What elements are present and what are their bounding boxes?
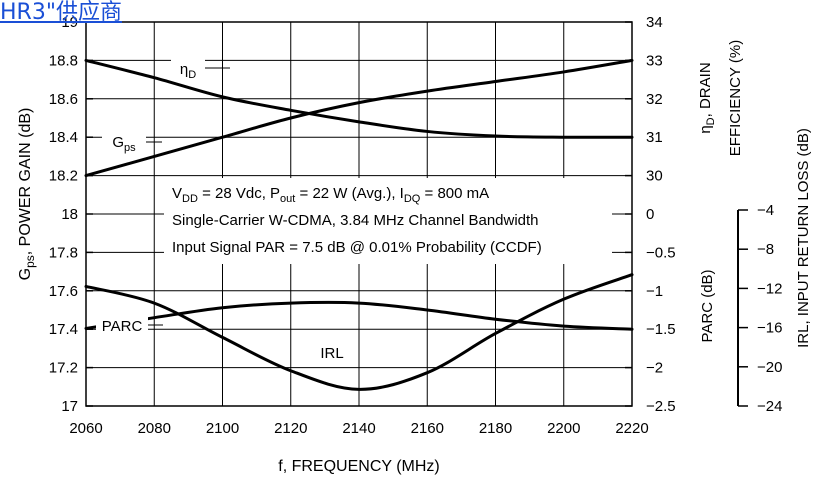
eta-tick-label: 33 [646,52,663,69]
parc-tick-label: −0.5 [646,244,676,261]
annotation-idq-sub: DQ [404,193,421,205]
irl-axis-title: IRL, INPUT RETURN LOSS (dB) [795,128,812,348]
annotation: VDD = 28 Vdc, Pout = 22 W (Avg.), IDQ = … [164,178,612,264]
left-axis-title-main: G [17,268,34,280]
watermark-link[interactable]: HR3"供应商 [0,0,122,25]
annotation-idq-val: = 800 mA [420,185,489,202]
eta-tick-label: 34 [646,14,663,31]
eta-axis-title-rest: , DRAIN [697,62,714,117]
series-lines [84,58,634,391]
parc-tick-label: −1 [646,283,663,300]
series-label-main-gps: G [112,134,124,151]
x-tick-label: 2220 [615,420,648,437]
left-tick-label: 17.4 [49,321,78,338]
x-tick-label: 2140 [342,420,375,437]
parc-axis-title: PARC (dB) [699,269,716,342]
irl-tick-label: −16 [757,320,782,337]
axes: 2060 2080 2100 2120 2140 2160 2180 2200 2220 f, F… [17,14,812,475]
irl-tick-label: −24 [757,398,782,415]
left-tick-label: 17.2 [49,360,78,377]
left-tick-label: 18.6 [49,91,78,108]
series-line-gps [84,58,634,178]
parc-tick-label: 0 [646,206,654,223]
label-bg-gps [102,131,146,153]
series-label-main-ηd: η [180,61,188,78]
irl-tick-label: −8 [757,241,774,258]
annotation-pout: = 28 Vdc, P [198,185,280,202]
x-tick-label: 2120 [274,420,307,437]
series-line-ηd [84,58,634,139]
label-bg-ηd [171,58,205,80]
annotation-idq: = 22 W (Avg.), I [295,185,404,202]
series-line-irl [84,273,634,391]
series-line-parc [84,300,634,331]
irl-tick-label: −4 [757,202,774,219]
eta-tick-label: 32 [646,91,663,108]
eta-axis-title-sub: D [705,117,717,125]
left-tick-label: 18.4 [49,129,78,146]
eta-axis-title-line-2: EFFICIENCY (%) [727,40,744,156]
parc-tick-label: −2 [646,360,663,377]
parc-tick-label: −2.5 [646,398,676,415]
series-label-sub-ηd: D [188,69,196,81]
eta-tick-label: 30 [646,168,663,185]
x-tick-label: 2080 [138,420,171,437]
eta-axis-title-main: η [697,125,714,133]
left-tick-label: 18.2 [49,168,78,185]
left-tick-label: 17.6 [49,283,78,300]
annotation-line-2: Single-Carrier W-CDMA, 3.84 MHz Channel … [172,212,539,229]
annotation-vdd-sub: DD [182,193,198,205]
left-axis-title: Gps, POWER GAIN (dB) [17,108,37,281]
left-tick-label: 17.8 [49,244,78,261]
series-label-parc: PARC [102,318,143,335]
x-tick-label: 2160 [411,420,444,437]
eta-tick-label: 31 [646,129,663,146]
irl-tick-label: −20 [757,359,782,376]
label-bg-irl [314,343,350,363]
left-tick-label: 19 [61,14,78,31]
series-label-ηd: ηD [180,61,196,81]
annotation-vdd: V [172,185,182,202]
annotation-pout-sub: out [280,193,295,205]
x-tick-label: 2200 [547,420,580,437]
series-label-irl: IRL [320,345,343,362]
series-labels: ηD Gps PARC IRL [96,58,350,363]
left-axis-title-sub: ps [23,255,37,268]
x-axis-title: f, FREQUENCY (MHz) [278,458,439,475]
series-label-gps: Gps [112,134,136,154]
series-label-main-parc: PARC [102,318,143,335]
left-tick-label: 18.8 [49,52,78,69]
parc-tick-label: −1.5 [646,321,676,338]
series-label-sub-gps: ps [124,142,136,154]
annotation-line-3: Input Signal PAR = 7.5 dB @ 0.01% Probab… [172,239,542,256]
left-axis-title-rest: , POWER GAIN (dB) [17,108,34,256]
x-tick-label: 2100 [206,420,239,437]
left-tick-label: 17 [61,398,78,415]
eta-axis-title-line-1: ηD, DRAIN [697,62,717,133]
annotation-line-1: VDD = 28 Vdc, Pout = 22 W (Avg.), IDQ = … [172,185,489,205]
x-tick-label: 2060 [69,420,102,437]
series-label-main-irl: IRL [320,345,343,362]
annotation-bg [164,178,612,264]
left-tick-label: 18 [61,206,78,223]
x-tick-label: 2180 [479,420,512,437]
irl-tick-label: −12 [757,280,782,297]
label-bg-parc [96,316,148,336]
